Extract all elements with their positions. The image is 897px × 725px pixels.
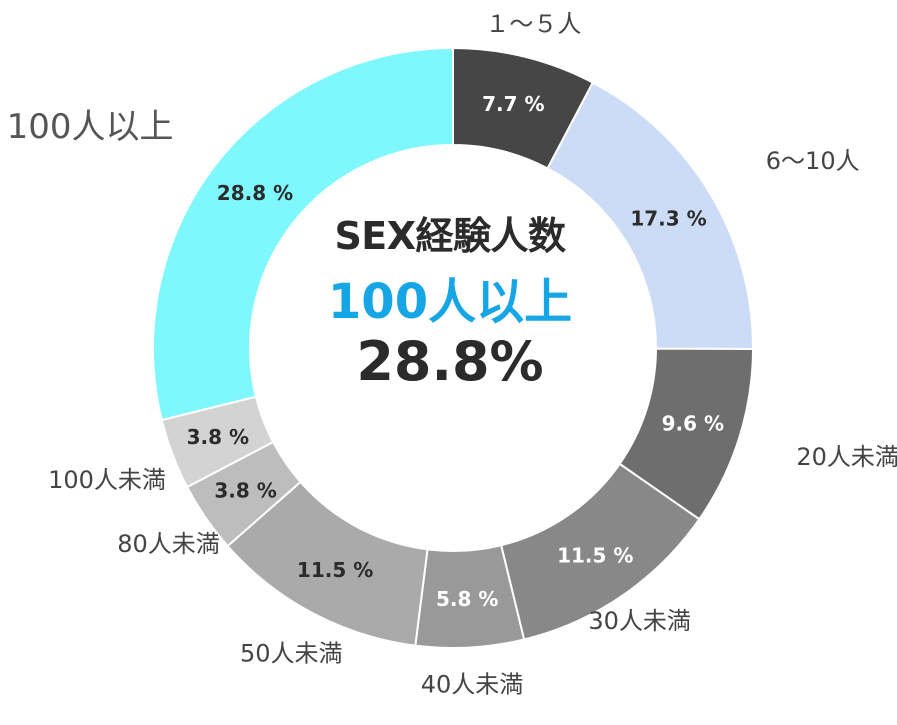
- slice-data-label: 17.3 %: [630, 206, 706, 230]
- slice-category-label: 50人未満: [240, 640, 343, 668]
- slice-data-label: 3.8 %: [214, 478, 276, 502]
- slice-data-label: 9.6 %: [662, 412, 724, 436]
- slice-data-label: 7.7 %: [482, 92, 544, 116]
- slice-category-label: １～５人: [485, 10, 581, 38]
- center-highlight-label: 100人以上: [327, 274, 573, 330]
- slice-category-label: 6～10人: [766, 147, 860, 175]
- slice-data-label: 5.8 %: [436, 587, 498, 611]
- slice-data-label: 11.5 %: [297, 558, 373, 582]
- center-highlight-value: 28.8%: [356, 330, 544, 393]
- slice-category-label: 30人未満: [588, 607, 691, 635]
- slice-group: [152, 46, 755, 649]
- slice-9: [152, 46, 454, 422]
- slice-data-label: 11.5 %: [557, 543, 633, 567]
- slice-category-label: 100人以上: [7, 107, 174, 147]
- slice-data-label: 3.8 %: [187, 425, 249, 449]
- slice-category-label: 80人未満: [117, 530, 220, 558]
- slice-category-label: 100人未満: [48, 466, 166, 494]
- category-label-group: １～５人 6～10人 20人未満 30人未満 40人未満 50人未満 80人未満 100人未満…: [7, 10, 897, 699]
- slice-category-label: 20人未満: [796, 443, 897, 471]
- center-title: SEX経験人数: [334, 214, 566, 258]
- data-label-group: 7.7 % 17.3 % 9.6 % 11.5 % 5.8 % 11.5 % 3.8 % 3.…: [187, 92, 725, 611]
- slice-category-label: 40人未満: [421, 670, 524, 698]
- slice-data-label: 28.8 %: [217, 181, 293, 205]
